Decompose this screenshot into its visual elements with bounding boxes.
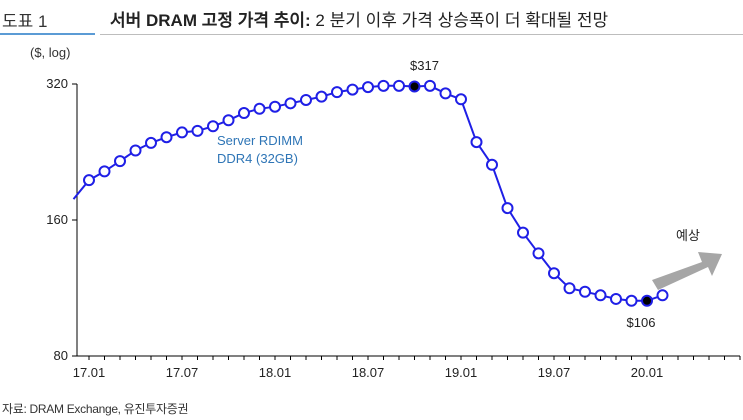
data-point [160,131,173,144]
chart-title-rest: 2 분기 이후 가격 상승폭이 더 확대될 전망 [310,11,609,30]
data-point [83,174,95,187]
data-point [656,289,669,302]
data-point [191,124,204,137]
y-tick-label: 80 [54,348,68,363]
data-point [377,79,390,92]
data-point [517,226,529,239]
y-unit-label: ($, log) [30,45,71,60]
y-tick-label: 320 [46,76,68,91]
data-point [253,102,266,115]
data-point [610,292,622,305]
axes: 80 160 320 17.01 17.07 18.01 18.07 19.01 19.07 20… [46,76,741,380]
x-tick-label: 18.01 [259,365,292,380]
x-tick-label: 19.01 [445,365,478,380]
figure-label: 도표 1 [2,12,48,31]
highlight-point [641,294,653,307]
data-point [563,282,576,295]
forecast-label: 예상 [676,228,700,243]
value-label: $106 [627,315,656,330]
value-label: $317 [410,58,439,73]
chart-title: 서버 DRAM 고정 가격 추이: 2 분기 이후 가격 상승폭이 더 확대될 … [110,6,608,31]
x-tick-label: 20.01 [631,365,664,380]
series-label: DDR4 (32GB) [217,151,298,166]
data-point [532,247,545,260]
data-point [579,285,591,298]
data-point [300,93,312,106]
data-point [625,294,638,307]
data-point [269,100,281,113]
data-point [362,81,374,94]
data-point [176,126,188,139]
forecast-arrow [652,252,722,290]
data-point [548,267,560,280]
data-point [346,83,359,96]
data-point [315,90,328,103]
data-point [145,136,157,149]
header: 도표 1 서버 DRAM 고정 가격 추이: 2 분기 이후 가격 상승폭이 더… [0,0,743,36]
data-point [424,79,436,92]
annotations: Server RDIMM DDR4 (32GB) $317 $106 예상 [217,58,722,330]
x-tick-label: 17.01 [73,365,106,380]
data-point [284,97,297,110]
x-tick-label: 18.07 [352,365,385,380]
data-point [207,120,219,133]
highlight-point [408,80,421,93]
data-point [439,87,452,100]
figure-label-underline [0,33,95,35]
data-point [594,289,607,302]
header-divider [100,34,743,35]
series-line [72,84,663,302]
x-tick-label: 17.07 [166,365,199,380]
data-point [98,165,111,178]
data-point [501,202,514,215]
data-point [238,107,250,120]
y-tick-label: 160 [46,212,68,227]
data-point [486,158,498,171]
data-point [455,93,467,106]
chart-title-bold: 서버 DRAM 고정 가격 추이: [110,11,311,30]
x-tick-label: 19.07 [538,365,571,380]
data-point [222,114,235,127]
series-layer [72,79,669,307]
series-label: Server RDIMM [217,133,303,148]
data-point [470,136,483,149]
data-point [331,86,343,99]
data-point [393,79,405,92]
source-note: 자료: DRAM Exchange, 유진투자증권 [2,402,189,416]
data-point [114,155,126,168]
data-point [129,144,142,157]
